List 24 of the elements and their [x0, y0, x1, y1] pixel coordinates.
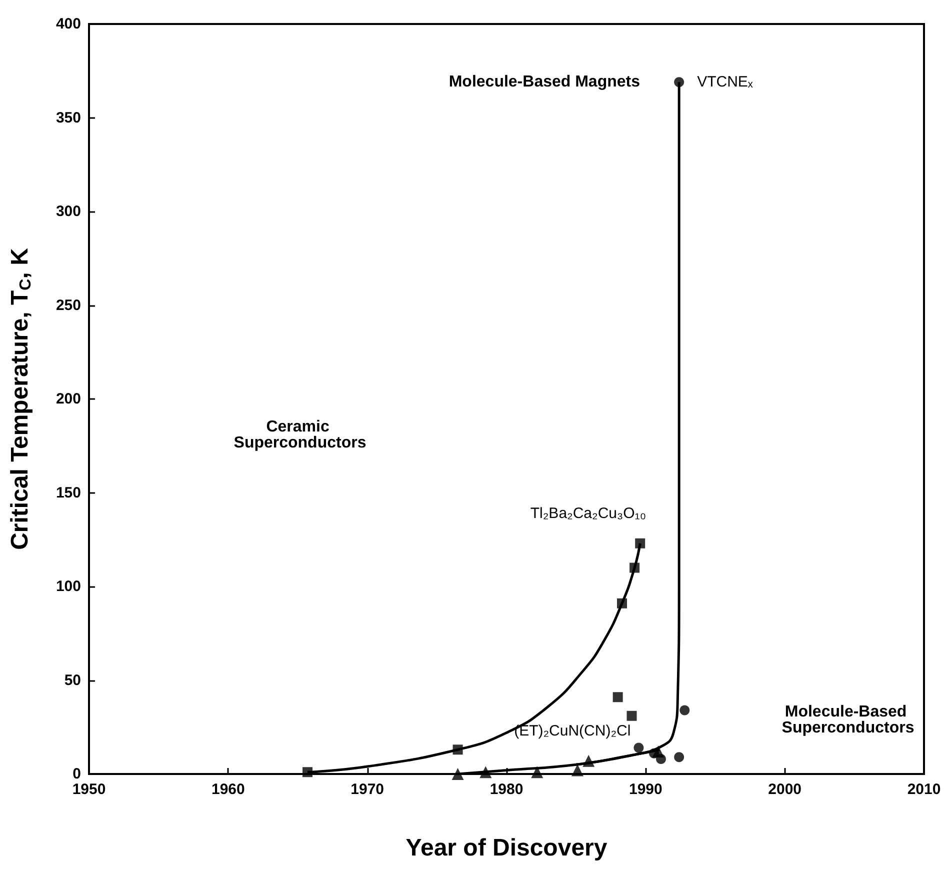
y-tick-label: 0	[72, 766, 81, 782]
y-tick-label: 400	[56, 16, 81, 32]
y-tick-label: 100	[56, 578, 81, 595]
y-tick-label: 200	[56, 390, 81, 408]
x-tick-label: 2000	[768, 781, 802, 798]
y-axis-title: Critical Temperature, TC, K	[6, 247, 34, 550]
y-tick-label: 150	[56, 484, 81, 502]
annotation: Molecule-Based Magnets	[448, 74, 640, 90]
annotation: Tl₂Ba₂Ca₂Cu₃O₁₀	[530, 504, 646, 522]
annotation: VTCNEₓ	[697, 74, 753, 91]
y-tick-label: 350	[56, 109, 81, 126]
y-tick-label: 250	[56, 296, 81, 314]
x-tick-label: 2010	[907, 781, 941, 798]
x-tick-label: 1950	[72, 781, 106, 798]
x-tick-label: 1970	[350, 781, 384, 798]
y-tick-label: 300	[56, 203, 81, 220]
x-tick-label: 1980	[490, 781, 524, 798]
x-tick-label: 1990	[628, 781, 662, 798]
y-tick-label: 50	[64, 672, 81, 689]
annotation: Ceramic Superconductors	[234, 418, 366, 452]
annotation: Molecule-Based Superconductors	[782, 704, 914, 736]
x-axis-title: Year of Discovery	[406, 834, 608, 862]
x-tick-label: 1960	[211, 781, 245, 798]
annotation: (ET)₂CuN(CN)₂Cl	[514, 722, 631, 740]
